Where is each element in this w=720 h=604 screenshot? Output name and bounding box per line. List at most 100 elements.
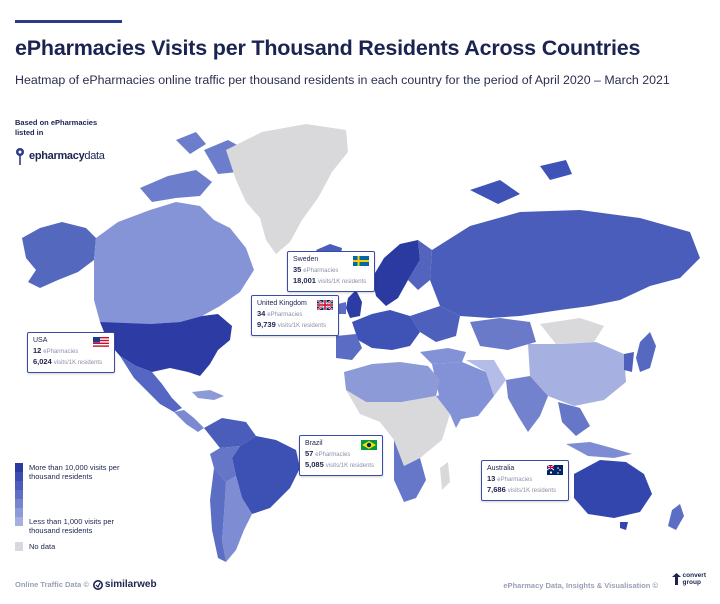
country-kazakhstan: [470, 318, 536, 350]
southeast-asia: [558, 402, 590, 436]
north-africa: [344, 362, 440, 402]
country-indonesia: [566, 442, 632, 458]
callout-country: United Kingdom: [257, 300, 307, 307]
country-new-zealand: [668, 504, 684, 530]
title-accent-rule: [15, 20, 122, 23]
country-korea: [624, 352, 634, 372]
convert-group-line1: convert: [682, 572, 706, 579]
legend-swatch: [15, 499, 23, 508]
country-russia: [430, 210, 700, 318]
footer-right-credit: ePharmacy Data, Insights & Visualisation…: [503, 581, 658, 590]
callout-epharmacies-label: ePharmacies: [497, 476, 533, 483]
southern-africa: [394, 440, 426, 502]
country-mongolia: [540, 318, 604, 344]
country-brazil: [232, 436, 300, 514]
source-note-line2: listed in: [15, 128, 44, 137]
callout-visits-label: visits/1K residents: [325, 463, 375, 469]
callout-sweden: Sweden 35 ePharmacies 18,001 visits/1K r…: [287, 251, 375, 292]
east-africa: [436, 392, 466, 428]
legend-high-line1: More than 10,000 visits per: [29, 463, 120, 472]
sweden-flag-icon: [353, 256, 369, 266]
legend-swatch: [15, 463, 23, 472]
callout-usa: USA 12 ePharmacies 6,024 visits/1K resid…: [27, 332, 115, 373]
legend-swatch: [15, 490, 23, 499]
callout-country: Australia: [487, 465, 515, 472]
legend-swatch: [15, 481, 23, 490]
footer-left-brand: similarweb: [104, 579, 157, 590]
callout-epharmacies: 57: [305, 448, 314, 458]
convert-group-line2: group: [682, 579, 701, 586]
callout-visits: 5,085: [305, 460, 324, 469]
country-japan: [636, 332, 656, 372]
world-map: [22, 124, 700, 562]
callout-visits: 6,024: [33, 357, 52, 366]
source-note-line1: Based on ePharmacies: [15, 118, 98, 127]
legend-swatch: [15, 472, 23, 481]
canada-arctic-islands: [140, 132, 250, 202]
country-madagascar: [440, 462, 450, 490]
callout-epharmacies: 35: [293, 264, 302, 274]
country-uk: [346, 290, 362, 318]
country-usa: [100, 314, 232, 376]
country-colombia-venezuela: [204, 418, 256, 448]
callout-visits-label: visits/1K residents: [317, 279, 367, 285]
australia-flag-icon: [547, 465, 563, 475]
country-finland: [408, 240, 432, 290]
page-title: ePharmacies Visits per Thousand Resident…: [15, 36, 641, 60]
legend-no-data-swatch: [15, 542, 23, 551]
brand-light: data: [84, 150, 105, 162]
callout-australia: Australia 13 ePharmacies 7,686 visits/1K…: [481, 460, 569, 501]
source-note: Based on ePharmacies listed in: [15, 118, 125, 138]
callout-epharmacies: 12: [33, 345, 42, 355]
legend-low-line1: Less than 1,000 visits per: [29, 517, 115, 526]
callout-epharmacies: 34: [257, 308, 266, 318]
legend-swatch: [15, 517, 23, 526]
callout-epharmacies: 13: [487, 473, 496, 483]
country-ireland: [338, 302, 346, 314]
country-australia: [574, 460, 652, 518]
us-flag-icon: [93, 337, 109, 347]
russia-islands: [470, 160, 572, 204]
legend-swatch: [15, 508, 23, 517]
callout-uk: United Kingdom 34 ePharmacies 9,739 visi…: [251, 295, 339, 336]
brand-wordmark: epharmacydata: [29, 150, 105, 162]
eastern-europe: [410, 306, 460, 342]
callout-epharmacies-label: ePharmacies: [43, 348, 79, 355]
western-europe: [352, 310, 420, 350]
brand-main: epharmacy: [29, 150, 85, 162]
callout-visits-label: visits/1K residents: [277, 323, 327, 329]
footer-traffic-credit: Online Traffic Data © similarweb: [15, 579, 157, 590]
convert-group-logo: convert group: [671, 572, 706, 586]
similarweb-logo-icon: [92, 579, 103, 590]
callout-visits: 9,739: [257, 320, 276, 329]
country-scandinavia: [372, 240, 420, 306]
callout-visits: 7,686: [487, 485, 506, 494]
country-india: [506, 376, 548, 432]
callout-country: Sweden: [293, 256, 319, 263]
caribbean: [192, 390, 224, 400]
country-peru-bolivia: [210, 446, 240, 482]
legend-high-line2: thousand residents: [29, 472, 93, 481]
country-argentina: [222, 476, 252, 562]
legend-low-line2: thousand residents: [29, 526, 93, 535]
country-turkey: [420, 348, 466, 364]
country-iran: [466, 360, 506, 396]
callout-brazil: Brazil 57 ePharmacies 5,085 visits/1K re…: [299, 435, 383, 476]
convert-group-icon: [671, 573, 681, 585]
callout-epharmacies-label: ePharmacies: [303, 267, 339, 274]
country-china: [528, 342, 626, 406]
legend-low-label: Less than 1,000 visits per thousand resi…: [29, 517, 114, 535]
country-chile: [210, 468, 226, 562]
callout-visits-label: visits/1K residents: [53, 360, 103, 366]
country-greenland: [226, 124, 348, 254]
footer-left-label: Online Traffic Data ©: [15, 580, 89, 589]
callout-epharmacies-label: ePharmacies: [315, 451, 351, 458]
uk-flag-icon: [317, 300, 333, 310]
country-alaska: [22, 222, 96, 288]
page-subtitle: Heatmap of ePharmacies online traffic pe…: [15, 73, 670, 87]
map-pin-icon: [16, 148, 24, 165]
central-africa: [346, 390, 450, 466]
callout-visits: 18,001: [293, 276, 316, 285]
country-canada: [94, 202, 254, 324]
country-tasmania: [620, 522, 628, 530]
